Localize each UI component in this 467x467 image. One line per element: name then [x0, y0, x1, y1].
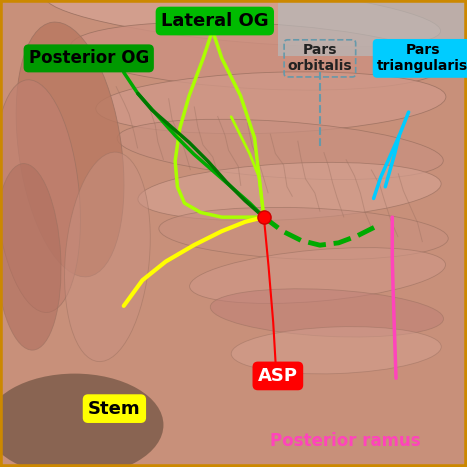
Ellipse shape	[210, 289, 444, 337]
Ellipse shape	[231, 326, 441, 374]
Ellipse shape	[190, 248, 446, 304]
Ellipse shape	[159, 207, 448, 260]
Ellipse shape	[96, 72, 446, 134]
Ellipse shape	[45, 0, 440, 47]
Text: ASP: ASP	[258, 367, 298, 385]
Ellipse shape	[0, 374, 163, 467]
Text: Stem: Stem	[88, 400, 141, 417]
Text: Lateral OG: Lateral OG	[161, 12, 269, 30]
Point	[260, 213, 268, 221]
Ellipse shape	[138, 163, 441, 220]
Ellipse shape	[0, 80, 80, 312]
Ellipse shape	[71, 22, 443, 90]
Text: Pars
triangularis: Pars triangularis	[377, 43, 467, 73]
Text: Posterior ramus: Posterior ramus	[270, 432, 421, 450]
Text: Pars
orbitalis: Pars orbitalis	[288, 43, 352, 73]
Ellipse shape	[0, 163, 61, 350]
Ellipse shape	[117, 119, 443, 180]
Text: Posterior OG: Posterior OG	[28, 50, 149, 67]
Bar	[278, 0, 467, 56]
Ellipse shape	[16, 22, 124, 277]
Ellipse shape	[64, 152, 150, 361]
